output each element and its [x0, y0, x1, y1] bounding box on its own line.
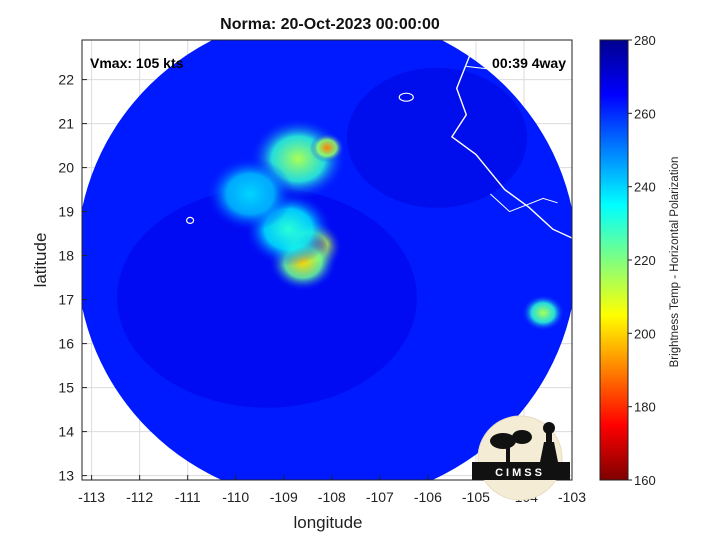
feature-north-band-tip	[309, 133, 345, 163]
logo-dish-right	[512, 430, 532, 444]
colorbar-ticks: 280 260 240 220 200 180 160	[628, 33, 656, 488]
x-axis-ticks: -113-112-111-110-109-108-107-106-105-104…	[78, 475, 586, 505]
y-axis-ticks: 13 14 15 16 17 18 19 20 21 22	[58, 72, 87, 484]
time-annotation: 00:39 4way	[492, 55, 566, 71]
x-tick-label: -105	[462, 489, 490, 505]
x-tick-label: -111	[175, 489, 201, 505]
chart-title: Norma: 20-Oct-2023 00:00:00	[220, 16, 440, 33]
cimss-logo: CIMSS	[472, 415, 570, 501]
colorbar-tick-label: 160	[634, 473, 656, 488]
y-tick-label: 13	[58, 468, 74, 484]
brightness-swath	[82, 40, 572, 480]
y-tick-label: 14	[58, 424, 74, 440]
x-tick-label: -110	[222, 489, 249, 505]
x-tick-label: -103	[558, 489, 586, 505]
island-outline	[398, 92, 414, 102]
coastline	[185, 40, 572, 239]
y-tick-label: 21	[58, 116, 74, 132]
y-tick-label: 16	[58, 336, 74, 352]
feature-west-arc	[206, 157, 294, 231]
colorbar-tick-label: 280	[634, 33, 656, 48]
colorbar-tick-label: 240	[634, 180, 656, 195]
x-tick-label: -106	[414, 489, 442, 505]
colorbar-label: Brightness Temp - Horizontal Polarizatio…	[669, 157, 681, 368]
x-tick-label: -113	[78, 489, 105, 505]
island-outline	[185, 216, 195, 224]
colorbar-tick-label: 260	[634, 106, 656, 121]
x-tick-label: -108	[318, 489, 346, 505]
vmax-annotation: Vmax: 105 kts	[90, 55, 184, 71]
colorbar	[599, 39, 629, 481]
y-tick-label: 20	[58, 160, 74, 176]
coastline-path	[450, 40, 572, 239]
x-tick-label: -107	[366, 489, 394, 505]
colorbar-tick-label: 220	[634, 253, 656, 268]
feature-east-spot	[522, 294, 565, 331]
colorbar-tick-label: 200	[634, 326, 656, 341]
y-tick-label: 19	[58, 204, 74, 220]
logo-bar	[472, 462, 570, 480]
colorbar-tick-label: 180	[634, 400, 656, 415]
plot-frame	[81, 39, 573, 481]
swath-mottle	[347, 67, 527, 208]
logo-dish-left	[490, 433, 516, 449]
y-tick-label: 15	[58, 380, 74, 396]
x-tick-label: -112	[126, 489, 153, 505]
state-border	[489, 193, 558, 213]
y-tick-label: 18	[58, 248, 74, 264]
x-tick-label: -109	[270, 489, 298, 505]
swath-mottle	[117, 187, 417, 408]
x-axis-label: longitude	[293, 513, 362, 532]
logo-text: CIMSS	[495, 467, 545, 479]
y-tick-label: 17	[58, 292, 74, 308]
y-tick-label: 22	[58, 72, 74, 88]
state-border	[466, 52, 544, 72]
y-axis-label: latitude	[31, 233, 50, 288]
